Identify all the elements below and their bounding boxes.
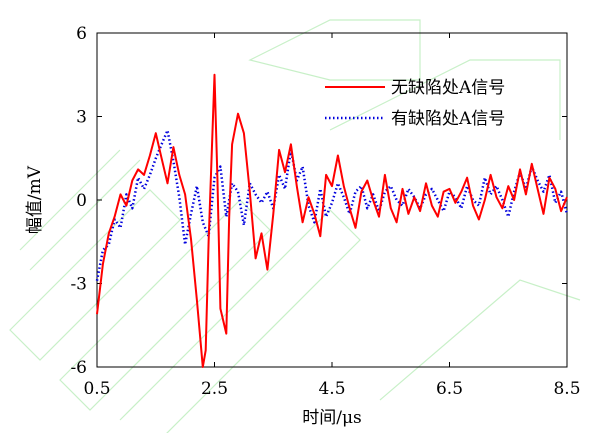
series-layer <box>95 73 569 368</box>
y-tick-label: 0 <box>76 191 87 211</box>
x-tick-label: 6.5 <box>436 379 463 399</box>
y-axis: -6 -3 0 3 6 <box>70 24 567 378</box>
x-axis: 0.5 2.5 4.5 6.5 8.5 <box>83 33 581 399</box>
series-line-1 <box>96 73 568 368</box>
legend-label-series-2: 有缺陷处A信号 <box>391 109 505 129</box>
y-axis-label: 幅值/mV <box>25 165 45 234</box>
x-tick-label: 8.5 <box>553 379 580 399</box>
y-tick-label: 3 <box>76 108 87 128</box>
series-line-2 <box>95 129 569 281</box>
x-axis-label: 时间/μs <box>302 408 362 428</box>
y-tick-label: -3 <box>70 275 87 295</box>
x-tick-label: 0.5 <box>83 379 110 399</box>
x-tick-label: 4.5 <box>318 379 345 399</box>
x-tick-label: 2.5 <box>201 379 228 399</box>
y-tick-label: 6 <box>76 24 87 44</box>
legend: 无缺陷处A信号 有缺陷处A信号 <box>325 78 505 129</box>
watermark <box>9 19 581 438</box>
y-tick-label: -6 <box>70 358 87 378</box>
legend-label-series-1: 无缺陷处A信号 <box>391 78 505 98</box>
